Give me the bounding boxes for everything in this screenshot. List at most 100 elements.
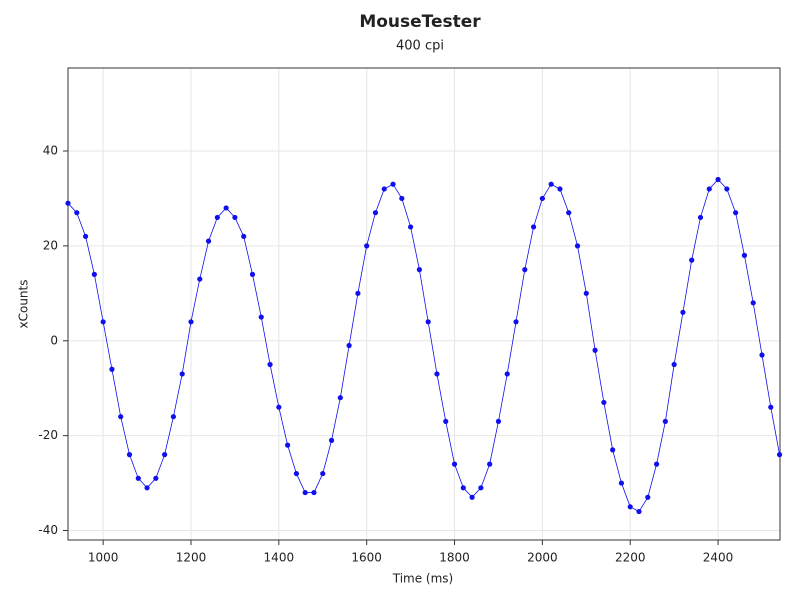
data-point	[574, 243, 581, 249]
data-point	[355, 290, 361, 296]
data-point	[135, 475, 141, 481]
data-point	[759, 352, 765, 358]
data-point	[311, 489, 317, 496]
data-point	[724, 186, 730, 192]
data-point	[697, 214, 704, 221]
data-point	[478, 485, 484, 491]
data-point	[733, 210, 739, 216]
plot-frame	[67, 67, 781, 541]
data-point	[566, 210, 572, 216]
data-point	[91, 271, 97, 277]
x-tick-label: 1000	[88, 551, 119, 565]
data-point	[776, 452, 783, 458]
x-tick-label: 2200	[615, 551, 646, 565]
data-point	[223, 205, 229, 211]
data-point	[118, 414, 124, 420]
data-point	[689, 257, 695, 263]
data-point	[153, 475, 159, 481]
x-tick-label: 2000	[527, 551, 558, 565]
data-point	[205, 238, 212, 244]
data-point	[548, 181, 554, 187]
data-point	[302, 489, 308, 496]
data-point	[495, 418, 502, 425]
data-point	[460, 485, 466, 491]
chart-title: MouseTester	[359, 12, 481, 32]
x-tick-label: 1400	[264, 551, 295, 565]
data-point	[530, 224, 537, 230]
data-point	[750, 300, 756, 306]
data-point	[162, 452, 168, 458]
x-axis-label: Time (ms)	[392, 572, 454, 586]
data-point	[214, 214, 220, 221]
x-tick-label: 1800	[439, 551, 470, 565]
data-point	[267, 361, 273, 368]
data-point	[364, 243, 370, 249]
data-point	[557, 186, 563, 192]
data-point	[645, 494, 651, 500]
y-tick-label: 0	[50, 333, 58, 347]
x-tick-label: 1200	[176, 551, 207, 565]
data-point	[469, 494, 475, 500]
data-point	[636, 508, 642, 515]
data-point	[592, 347, 598, 353]
data-point	[451, 461, 458, 467]
y-tick-label: -40	[38, 523, 58, 537]
data-point	[232, 214, 238, 221]
y-tick-label: 40	[43, 144, 58, 158]
data-point	[662, 418, 668, 425]
x-tick-label: 2400	[703, 551, 734, 565]
data-point	[680, 309, 686, 315]
trend-line	[67, 178, 780, 513]
data-point	[443, 418, 449, 425]
data-point	[381, 186, 387, 192]
data-point	[425, 319, 431, 325]
data-point	[346, 342, 352, 349]
data-point	[74, 210, 80, 216]
data-point	[504, 371, 510, 377]
data-point	[285, 442, 291, 448]
data-point	[100, 319, 106, 325]
x-tick-label: 1600	[351, 551, 382, 565]
data-point	[241, 233, 247, 240]
data-point	[197, 276, 203, 282]
data-point	[627, 504, 633, 510]
data-point	[179, 371, 185, 377]
data-point	[513, 319, 519, 325]
data-point	[416, 267, 422, 273]
data-point	[249, 271, 256, 277]
data-point	[337, 395, 343, 401]
data-point	[144, 485, 150, 491]
data-point	[82, 233, 89, 240]
y-axis-label: xCounts	[17, 280, 31, 329]
data-point	[258, 314, 264, 320]
data-point	[399, 195, 405, 202]
data-point	[583, 290, 589, 296]
data-point	[170, 414, 177, 420]
data-point	[487, 461, 493, 467]
data-point	[320, 470, 326, 477]
data-point	[390, 181, 396, 187]
data-point	[408, 224, 414, 230]
data-point	[618, 480, 625, 486]
data-point	[276, 404, 282, 410]
data-point	[522, 267, 528, 273]
data-point	[539, 195, 545, 202]
data-point	[715, 176, 721, 183]
data-point	[671, 361, 677, 368]
data-point	[610, 447, 616, 453]
data-point	[65, 200, 71, 206]
data-point	[434, 371, 440, 377]
data-point	[188, 319, 194, 325]
data-point	[328, 437, 335, 443]
y-tick-label: -20	[38, 428, 58, 442]
data-point	[372, 210, 379, 216]
data-point	[741, 252, 748, 258]
data-point	[706, 186, 712, 192]
data-point	[109, 366, 115, 372]
y-tick-label: 20	[43, 238, 58, 252]
data-point	[768, 404, 774, 410]
data-point	[601, 399, 607, 406]
data-point	[293, 470, 300, 477]
data-point	[126, 452, 133, 458]
